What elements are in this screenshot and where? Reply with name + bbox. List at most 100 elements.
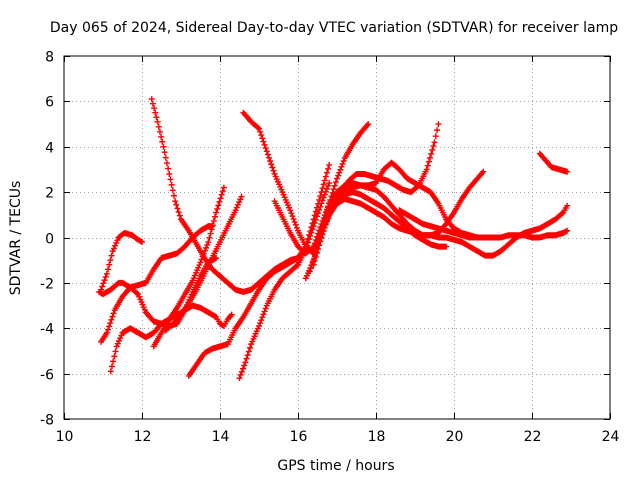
- y-tick-label: -4: [40, 322, 54, 338]
- data-point: [102, 273, 109, 280]
- data-point: [242, 359, 249, 366]
- data-point: [332, 179, 339, 186]
- data-point: [337, 166, 344, 173]
- data-point: [260, 311, 267, 318]
- data-point: [325, 182, 332, 189]
- data-point: [312, 216, 319, 223]
- data-point: [259, 135, 266, 142]
- data-point: [110, 310, 117, 317]
- data-point: [237, 196, 244, 203]
- series-trace-16: [396, 207, 571, 241]
- data-point: [211, 213, 218, 220]
- data-point: [309, 244, 316, 251]
- data-point: [197, 259, 204, 266]
- data-point: [306, 268, 313, 275]
- data-point: [268, 161, 275, 168]
- data-point: [103, 270, 110, 277]
- data-point: [260, 138, 267, 145]
- data-point: [219, 188, 226, 195]
- data-point: [430, 143, 437, 150]
- data-point: [316, 206, 323, 213]
- data-point: [429, 146, 436, 153]
- data-point: [309, 226, 316, 233]
- data-point: [264, 151, 271, 158]
- data-point: [115, 337, 122, 344]
- data-point: [236, 375, 243, 382]
- data-point: [288, 210, 295, 217]
- data-point: [287, 207, 294, 214]
- data-point: [168, 181, 175, 188]
- data-point: [201, 247, 208, 254]
- data-point: [112, 348, 119, 355]
- data-point: [107, 320, 114, 327]
- data-point: [110, 245, 117, 252]
- data-point: [149, 100, 156, 107]
- data-point: [321, 218, 328, 225]
- y-tick-label: -8: [40, 413, 54, 429]
- data-point: [173, 201, 180, 208]
- series-trace-13: [306, 121, 442, 275]
- data-point: [238, 193, 245, 200]
- data-point: [318, 227, 325, 234]
- data-point: [170, 192, 177, 199]
- data-point: [261, 141, 268, 148]
- data-point: [148, 96, 155, 103]
- data-point: [247, 344, 254, 351]
- data-point: [152, 109, 159, 116]
- data-point: [564, 227, 571, 234]
- data-point: [338, 163, 345, 170]
- x-tick-label: 22: [524, 429, 542, 445]
- data-point: [105, 266, 112, 273]
- data-point: [158, 133, 165, 140]
- series-trace-2: [96, 279, 235, 329]
- data-point: [108, 252, 115, 259]
- data-point: [218, 191, 225, 198]
- data-point: [162, 154, 169, 161]
- data-point: [209, 222, 216, 229]
- data-point: [213, 209, 220, 216]
- data-point: [257, 320, 264, 327]
- data-points: [96, 96, 571, 382]
- data-point: [325, 210, 332, 217]
- data-point: [423, 166, 430, 173]
- data-point: [172, 198, 179, 205]
- data-point: [101, 277, 108, 284]
- data-point: [259, 314, 266, 321]
- data-point: [364, 122, 371, 129]
- data-point: [155, 123, 162, 130]
- data-point: [133, 290, 140, 297]
- data-point: [310, 243, 317, 250]
- data-point: [207, 230, 214, 237]
- data-point: [564, 168, 571, 175]
- data-point: [319, 197, 326, 204]
- data-point: [290, 216, 297, 223]
- data-point: [112, 242, 119, 249]
- series-trace-1: [98, 229, 145, 293]
- data-point: [114, 237, 121, 244]
- y-tick-label: 4: [45, 141, 54, 157]
- data-point: [313, 213, 320, 220]
- data-point: [424, 162, 431, 169]
- data-point: [154, 118, 161, 125]
- y-tick-label: -2: [40, 277, 54, 293]
- data-point: [139, 239, 145, 246]
- data-point: [217, 195, 224, 202]
- series-trace-5: [148, 96, 301, 295]
- chart-title: Day 065 of 2024, Sidereal Day-to-day VTE…: [50, 20, 618, 36]
- data-point: [365, 121, 372, 128]
- data-point: [431, 139, 438, 146]
- data-point: [256, 322, 262, 329]
- data-point: [292, 221, 299, 228]
- data-point: [322, 216, 329, 223]
- data-point: [316, 242, 323, 249]
- data-point: [176, 212, 183, 219]
- data-point: [108, 316, 115, 323]
- data-point: [320, 221, 327, 228]
- data-point: [118, 332, 125, 339]
- data-point: [200, 250, 207, 257]
- data-point: [432, 133, 439, 140]
- data-point: [307, 232, 314, 239]
- data-point: [106, 261, 113, 268]
- data-point: [216, 198, 223, 205]
